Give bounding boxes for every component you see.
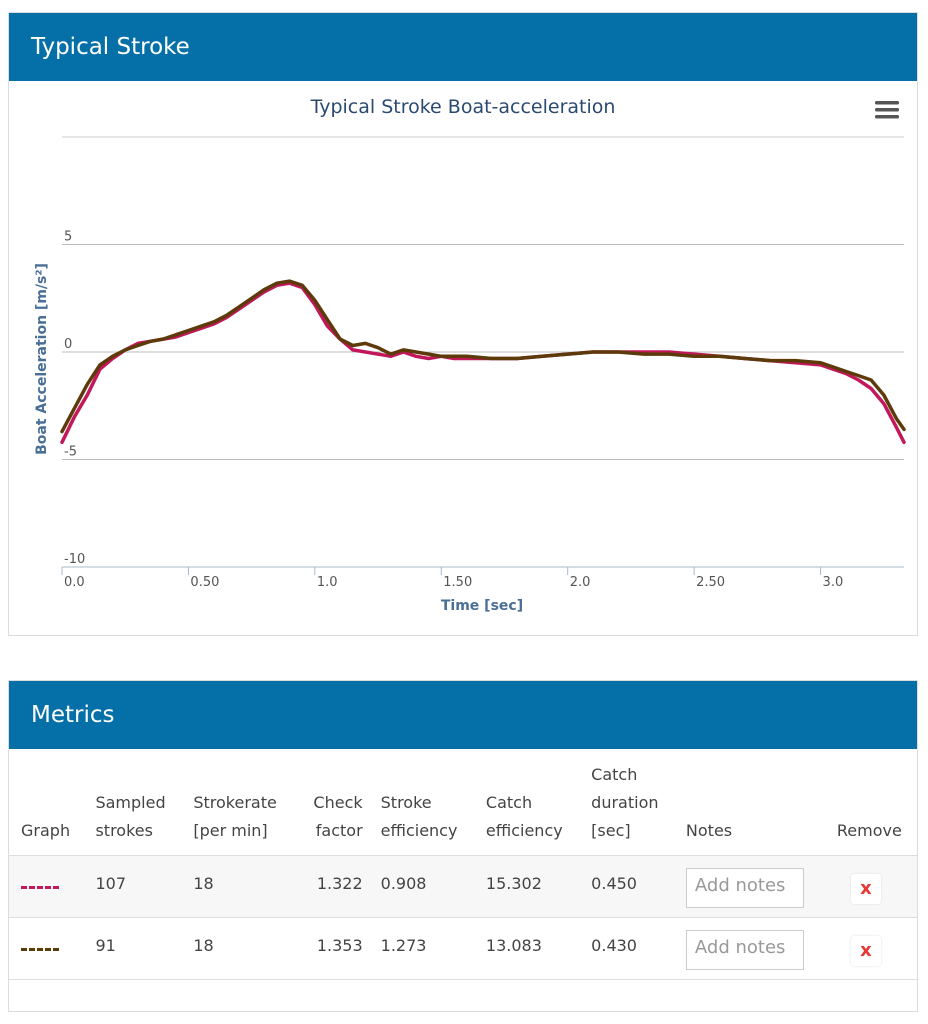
header-graph: Graph — [9, 749, 84, 856]
x-tick-label: 2.0 — [570, 575, 591, 590]
x-axis-ticks: 0.0 0.50 1.0 1.50 2.0 2.50 3.0 — [61, 567, 844, 590]
catch-duration-cell: 0.450 — [579, 855, 674, 918]
x-tick-label: 2.50 — [696, 575, 725, 590]
boat-acceleration-chart: Typical Stroke Boat-acceleration 5 0 -5 -10… — [34, 96, 906, 614]
metrics-table: Graph Sampled strokes Strokerate [per min]… — [9, 749, 917, 980]
notes-cell — [673, 855, 825, 918]
table-row: 91 18 1.353 1.273 13.083 0.430 x — [9, 917, 917, 980]
typical-stroke-panel: Typical Stroke Typical Stroke Boat-accel… — [8, 12, 918, 636]
remove-cell: x — [824, 917, 917, 980]
catch-efficiency-cell: 13.083 — [473, 917, 580, 980]
header-remove: Remove — [824, 749, 917, 856]
graph-legend-cell — [9, 917, 84, 980]
header-sampled-strokes: Sampled strokes — [83, 749, 182, 856]
y-axis-title: Boat Acceleration [m/s²] — [34, 263, 50, 455]
chart-title: Typical Stroke Boat-acceleration — [310, 96, 616, 118]
header-stroke-efficiency: Stroke efficiency — [368, 749, 474, 856]
sampled-strokes-cell: 107 — [83, 855, 182, 918]
check-factor-cell: 1.353 — [294, 917, 369, 980]
strokerate-cell: 18 — [181, 855, 295, 918]
header-strokerate: Strokerate [per min] — [181, 749, 295, 856]
series-line-1 — [60, 279, 906, 434]
x-tick-label: 1.0 — [317, 575, 338, 590]
notes-input[interactable] — [685, 868, 804, 908]
table-row: 107 18 1.322 0.908 15.302 0.450 x — [9, 855, 917, 918]
series-line-0 — [60, 281, 906, 445]
graph-legend-cell — [9, 855, 84, 918]
notes-input[interactable] — [685, 930, 804, 970]
metrics-header-row: Graph Sampled strokes Strokerate [per min]… — [9, 749, 917, 856]
y-tick-label: 5 — [64, 230, 72, 245]
y-tick-label: 0 — [64, 337, 72, 352]
stroke-efficiency-cell: 1.273 — [368, 917, 474, 980]
header-catch-efficiency: Catch efficiency — [473, 749, 580, 856]
header-catch-duration: Catch duration [sec] — [579, 749, 674, 856]
chart-gridlines — [62, 136, 904, 568]
x-tick-label: 3.0 — [823, 575, 844, 590]
remove-button[interactable]: x — [850, 874, 881, 904]
stroke-efficiency-cell: 0.908 — [368, 855, 474, 918]
legend-dash-icon — [21, 886, 59, 889]
remove-cell: x — [824, 855, 917, 918]
chart-container: Typical Stroke Boat-acceleration 5 0 -5 -10… — [9, 81, 917, 635]
y-tick-label: -5 — [64, 445, 77, 460]
check-factor-cell: 1.322 — [294, 855, 369, 918]
chart-series — [60, 279, 906, 445]
catch-efficiency-cell: 15.302 — [473, 855, 580, 918]
header-check-factor: Check factor — [294, 749, 369, 856]
x-tick-label: 1.50 — [443, 575, 472, 590]
metrics-panel: Metrics Graph Sampled strokes Strokerate[… — [8, 680, 918, 1012]
header-notes: Notes — [673, 749, 825, 856]
notes-cell — [673, 917, 825, 980]
catch-duration-cell: 0.430 — [579, 917, 674, 980]
sampled-strokes-cell: 91 — [83, 917, 182, 980]
typical-stroke-panel-title: Typical Stroke — [9, 13, 917, 81]
y-axis-ticks: 5 0 -5 -10 — [64, 230, 85, 568]
x-tick-label: 0.50 — [190, 575, 219, 590]
x-tick-label: 0.0 — [64, 575, 85, 590]
chart-menu-icon[interactable] — [875, 101, 899, 119]
legend-dash-icon — [21, 948, 59, 951]
x-axis-title: Time [sec] — [441, 598, 523, 614]
remove-button[interactable]: x — [850, 936, 881, 966]
strokerate-cell: 18 — [181, 917, 295, 980]
y-tick-label: -10 — [64, 552, 85, 567]
metrics-panel-title: Metrics — [9, 681, 917, 749]
